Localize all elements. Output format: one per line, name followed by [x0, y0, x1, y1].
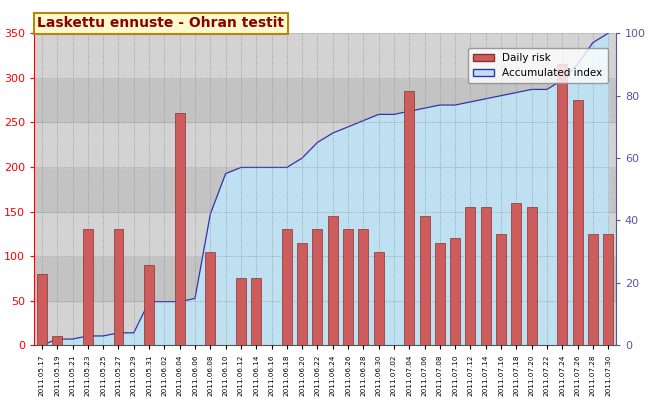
Bar [297, 243, 307, 345]
Bar [358, 229, 369, 345]
Bar [34, 122, 616, 167]
Bar [328, 216, 338, 345]
Bar [34, 33, 616, 78]
Bar [481, 207, 491, 345]
Bar [450, 238, 460, 345]
Bar [34, 256, 616, 301]
Bar [83, 229, 93, 345]
Bar [419, 216, 430, 345]
Text: Laskettu ennuste - Ohran testit: Laskettu ennuste - Ohran testit [37, 16, 284, 30]
Bar [144, 265, 154, 345]
Bar [52, 336, 62, 345]
Bar [175, 114, 185, 345]
Bar [282, 229, 292, 345]
Legend: Daily risk, Accumulated index: Daily risk, Accumulated index [468, 48, 608, 84]
Bar [236, 278, 246, 345]
Bar [374, 252, 383, 345]
Bar [404, 91, 414, 345]
Bar [205, 252, 215, 345]
Bar [37, 274, 47, 345]
Bar [588, 234, 598, 345]
Bar [512, 203, 521, 345]
Bar [34, 167, 616, 212]
Bar [34, 212, 616, 256]
Bar [313, 229, 322, 345]
Bar [573, 100, 582, 345]
Bar [603, 234, 613, 345]
Bar [465, 207, 475, 345]
Bar [114, 229, 124, 345]
Bar [34, 301, 616, 345]
Bar [252, 278, 261, 345]
Bar [435, 243, 445, 345]
Bar [34, 78, 616, 122]
Bar [496, 234, 506, 345]
Bar [526, 207, 537, 345]
Bar [557, 64, 567, 345]
Bar [343, 229, 353, 345]
